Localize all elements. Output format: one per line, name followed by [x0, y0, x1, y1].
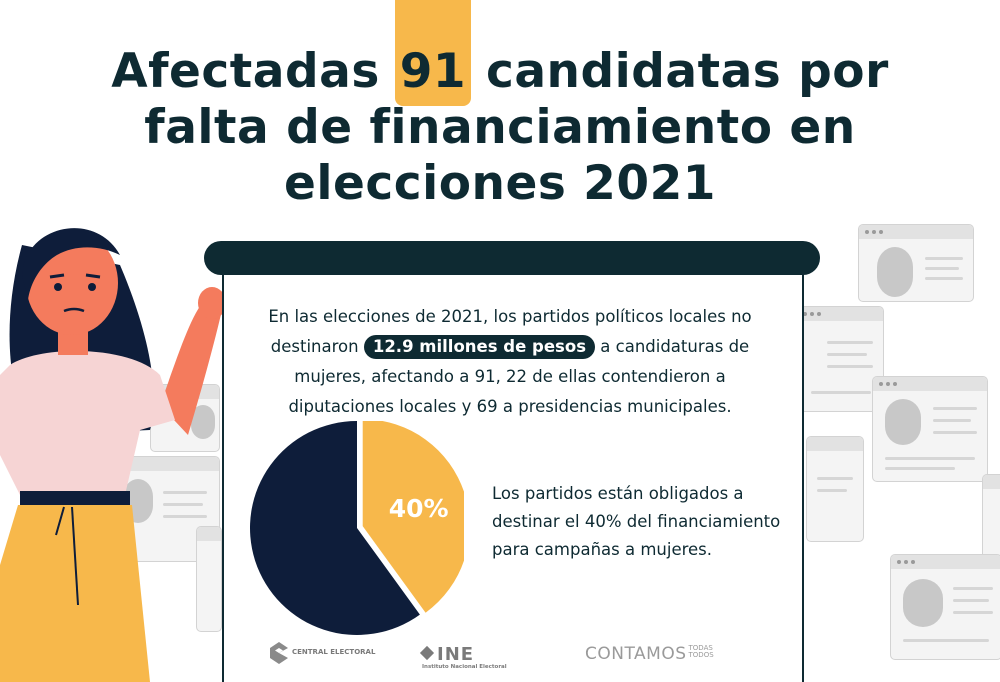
woman-illustration: [0, 228, 226, 682]
title-word: candidatas por: [485, 44, 889, 99]
profile-card: [806, 436, 864, 542]
amount-highlight: 12.9 millones de pesos: [363, 335, 596, 359]
profile-card: [858, 224, 974, 302]
profile-card: [796, 306, 884, 412]
pie-slice-label: 40%: [389, 494, 449, 523]
profile-card: [890, 554, 1000, 660]
page-title: Afectadas 91 candidatas por falta de fin…: [0, 0, 1000, 212]
pie-slice: [250, 421, 420, 635]
ine-text: INE: [437, 644, 475, 665]
intro-text-part-2: a candidaturas de mujeres, afectando a 9…: [288, 337, 750, 416]
intro-paragraph: En las elecciones de 2021, los partidos …: [240, 302, 780, 422]
pie-slice: [362, 421, 464, 613]
title-line-1: Afectadas 91 candidatas por: [0, 0, 1000, 106]
title-line-2: falta de financiamiento en: [144, 100, 856, 155]
contamos-bottom-text: TODOS: [688, 651, 714, 659]
central-electoral-icon: [270, 642, 288, 664]
contamos-top-text: TODAS: [688, 644, 713, 652]
contamos-logo: CONTAMOS TODAS TODOS: [585, 644, 714, 664]
title-highlight-number: 91: [394, 0, 472, 106]
pie-chart: 40%: [250, 421, 464, 635]
board-top-bar: [204, 241, 820, 275]
quota-note: Los partidos están obligados a destinar …: [492, 484, 781, 559]
intro-text-part-1: En las elecciones de 2021, los partidos …: [268, 307, 752, 356]
title-word: Afectadas: [111, 44, 380, 99]
profile-card: [872, 376, 988, 482]
title-line-3: elecciones 2021: [284, 156, 716, 211]
profile-card: [982, 474, 1000, 580]
ine-subtitle: Instituto Nacional Electoral: [422, 664, 507, 670]
ine-diamond-icon: [419, 645, 435, 661]
central-electoral-text: CENTRAL ELECTORAL: [292, 648, 376, 656]
profile-card: [196, 526, 222, 632]
footer-logos: CENTRAL ELECTORAL INE Instituto Nacional…: [240, 640, 780, 674]
ine-logo: INE Instituto Nacional Electoral: [419, 644, 507, 670]
contamos-text: CONTAMOS: [585, 644, 687, 664]
